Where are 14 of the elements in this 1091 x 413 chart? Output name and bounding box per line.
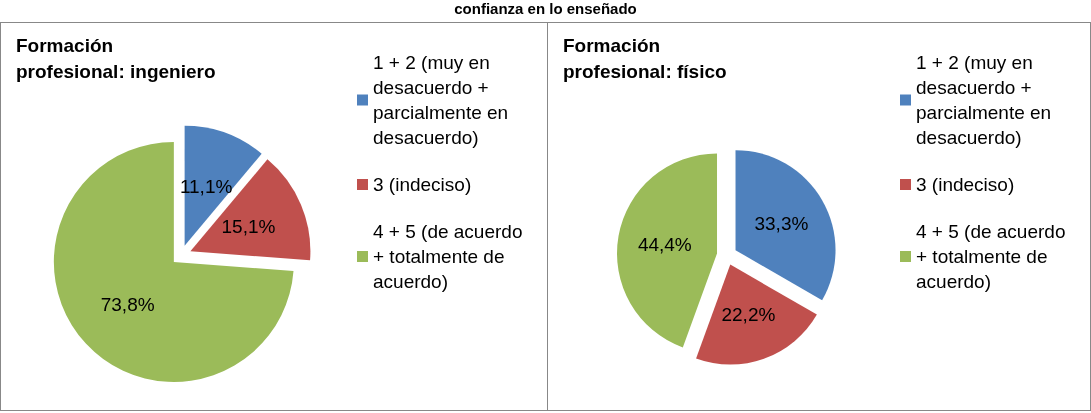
- data-label: 33,3%: [754, 213, 809, 235]
- legend-label: 3 (indeciso): [373, 174, 472, 195]
- legend-label: 4 + 5 (de acuerdo + totalmente de acuerdo): [373, 221, 528, 292]
- legend-label: 4 + 5 (de acuerdo + totalmente de acuerdo): [916, 221, 1071, 292]
- text: confianza en lo enseñado: [453, 0, 638, 18]
- chart-title: Formación profesional: ingeniero: [16, 34, 216, 82]
- data-label: 22,2%: [721, 303, 776, 325]
- legend-label: 3 (indeciso): [916, 174, 1015, 195]
- data-label: 15,1%: [221, 216, 276, 238]
- data-label: 73,8%: [100, 294, 155, 316]
- legend-label: 1 + 2 (muy en desacuerdo + parcialmente en desacuerdo): [373, 52, 514, 148]
- legend-label: 1 + 2 (muy en desacuerdo + parcialmente en desacuerdo): [916, 52, 1057, 148]
- data-label: 44,4%: [637, 233, 692, 255]
- chart-title: Formación profesional: físico: [563, 34, 727, 82]
